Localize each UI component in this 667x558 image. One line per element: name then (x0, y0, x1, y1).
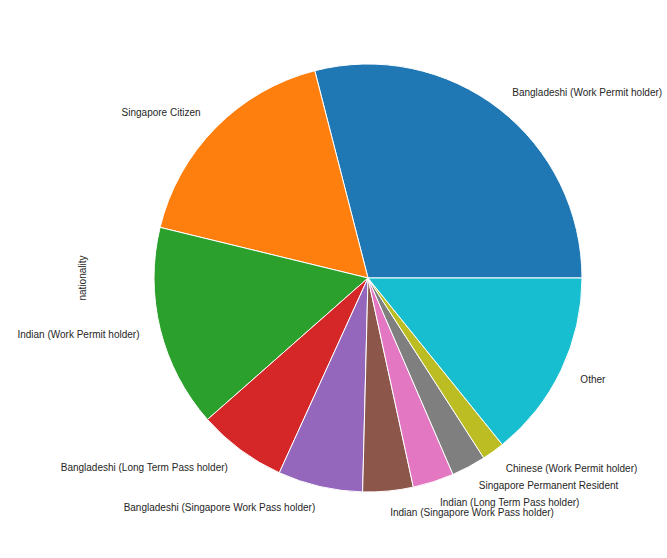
y-axis-label: nationality (77, 255, 88, 300)
slice-label: Indian (Work Permit holder) (17, 329, 139, 340)
pie (154, 64, 582, 492)
pie-slice (368, 278, 582, 445)
slice-label: Bangladeshi (Singapore Work Pass holder) (124, 502, 316, 513)
slice-label: Singapore Citizen (122, 107, 201, 118)
slice-label: Indian (Long Term Pass holder) (440, 497, 579, 508)
slice-label: Indian (Singapore Work Pass holder) (390, 507, 554, 518)
chart: Bangladeshi (Work Permit holder) Singapor… (0, 0, 667, 558)
slice-label: Chinese (Work Permit holder) (506, 463, 638, 474)
pie-slice (279, 278, 368, 492)
slice-label: Other (580, 374, 606, 385)
slice-label: Bangladeshi (Work Permit holder) (512, 86, 662, 97)
labels: Bangladeshi (Work Permit holder) Singapor… (17, 86, 662, 517)
slice-label: Singapore Permanent Resident (479, 480, 619, 491)
slice-label: Bangladeshi (Long Term Pass holder) (61, 462, 228, 473)
